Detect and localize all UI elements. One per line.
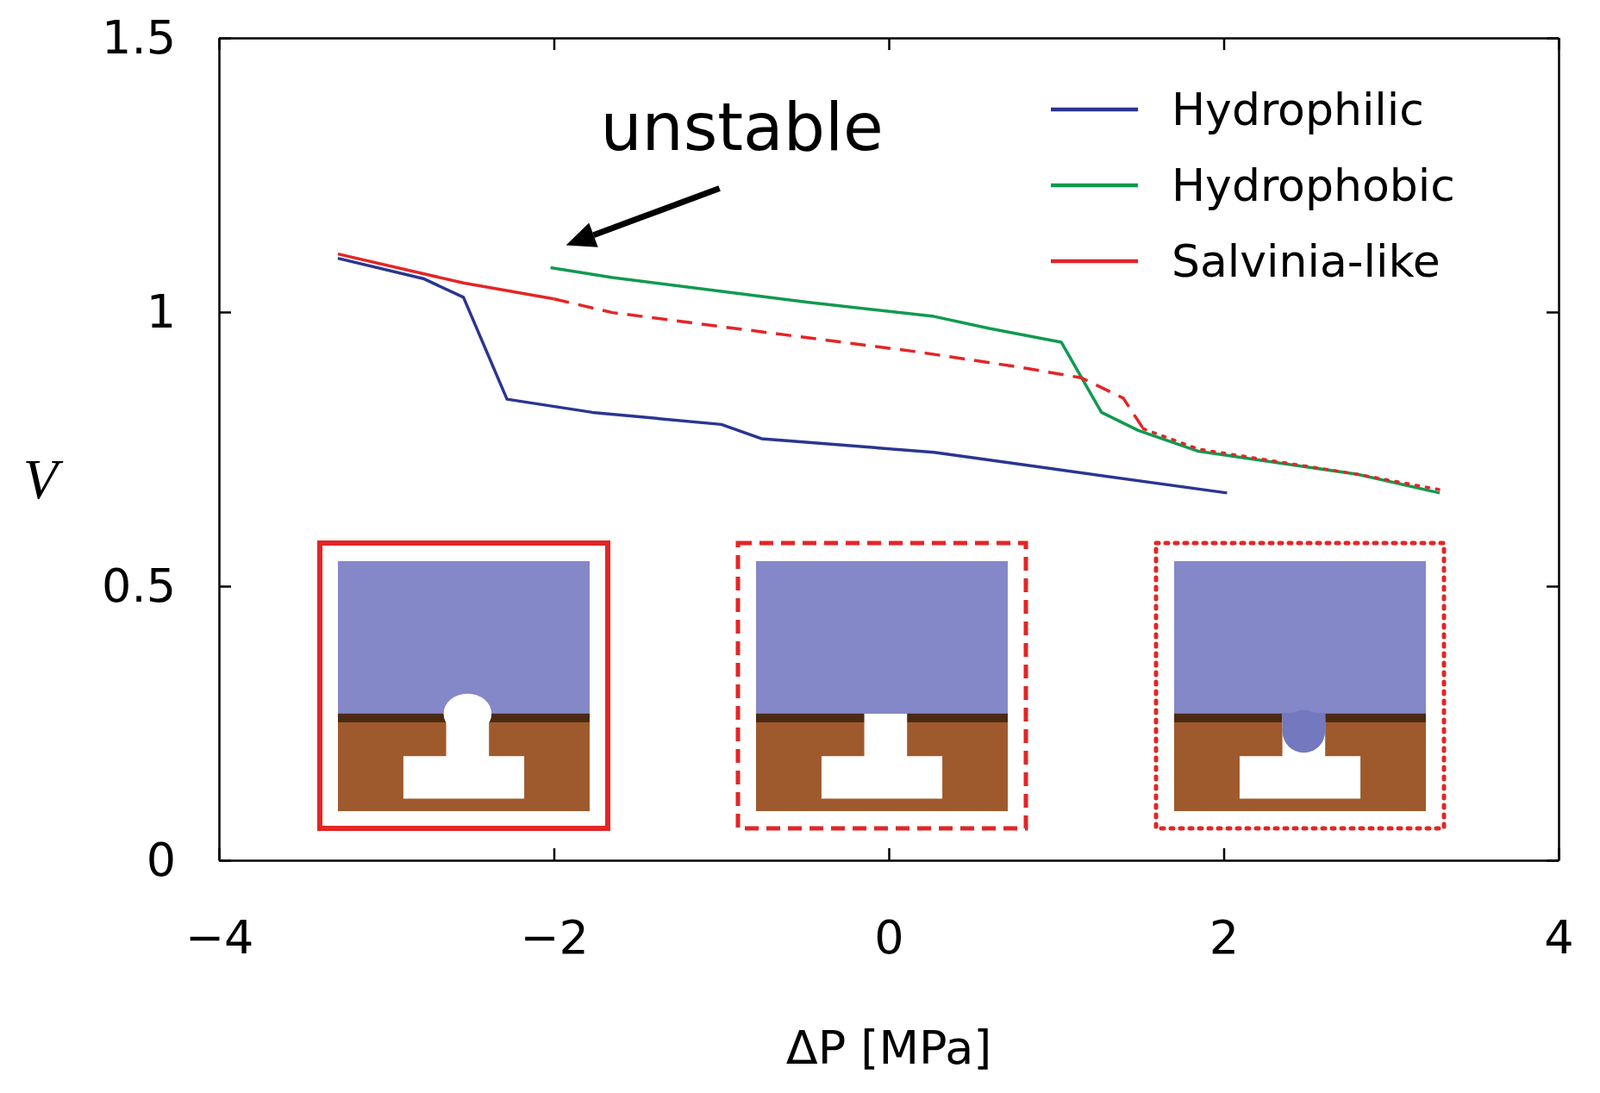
- y-axis-title: V: [23, 447, 64, 511]
- x-axis: −4 −2 0 2 4: [185, 848, 1575, 965]
- y-axis-right: [1546, 38, 1560, 862]
- tick-mark: [887, 37, 891, 50]
- inset-image: [337, 561, 590, 812]
- inset-image: [1174, 561, 1426, 812]
- legend-label: Hydrophobic: [1171, 159, 1456, 212]
- tick: −4: [185, 848, 255, 965]
- axis-line: [218, 38, 221, 862]
- tick-mark: [218, 585, 232, 588]
- tick: 1: [146, 284, 232, 339]
- tick-mark: [1546, 585, 1559, 588]
- tick-label: 1.5: [101, 10, 176, 65]
- chamber: [1239, 756, 1361, 799]
- legend-swatch: [1050, 107, 1138, 113]
- series-line: [554, 299, 1144, 430]
- tick-mark: [1546, 311, 1559, 314]
- inset: [319, 543, 608, 829]
- tick: [1546, 37, 1559, 39]
- tick: 0: [146, 832, 232, 888]
- tick: 0.5: [101, 558, 232, 613]
- tick-label: −4: [185, 910, 255, 965]
- plot-area: [337, 254, 1440, 494]
- substrate: [756, 713, 1008, 812]
- tick-mark: [1546, 859, 1559, 863]
- tick-label: 1: [146, 284, 176, 339]
- inset-frame: [737, 543, 1026, 829]
- tick-mark: [553, 37, 557, 50]
- tick: 1.5: [101, 10, 232, 65]
- inset-frame: [319, 543, 608, 829]
- legend-item: Salvinia-like: [1050, 235, 1441, 288]
- tick-mark: [1223, 37, 1226, 50]
- tick: 4: [1543, 848, 1574, 965]
- inset-frame: [1156, 543, 1444, 829]
- tick: [888, 37, 890, 50]
- series-line: [337, 258, 1227, 494]
- legend-swatch: [1050, 183, 1138, 188]
- tick: [554, 37, 556, 50]
- axis-line: [1557, 38, 1561, 862]
- tick-label: 4: [1543, 910, 1574, 965]
- tick-mark: [1546, 37, 1559, 40]
- legend-label: Hydrophilic: [1171, 83, 1425, 136]
- chamber: [821, 756, 943, 799]
- tick-label: 0: [874, 910, 904, 965]
- annotation-arrowhead: [566, 223, 599, 248]
- series-line: [337, 254, 555, 300]
- inset-image: [756, 561, 1008, 812]
- water: [337, 561, 590, 812]
- legend-item: Hydrophobic: [1050, 159, 1456, 212]
- water: [756, 561, 1008, 812]
- annotation-arrow: [593, 187, 719, 235]
- tick: [1546, 860, 1559, 862]
- tick-mark: [1223, 848, 1226, 861]
- tick: 0: [874, 848, 904, 965]
- meniscus: [1282, 710, 1326, 754]
- chamber: [403, 756, 525, 799]
- legend-item: Hydrophilic: [1050, 83, 1425, 136]
- legend-swatch: [1050, 259, 1138, 264]
- x-axis-title: ΔP [MPa]: [786, 1020, 993, 1075]
- tick-mark: [553, 848, 557, 861]
- annotation: unstable: [566, 88, 884, 247]
- chart: −4−202400.511.5ΔP [MPa]VHydrophilicHydro…: [0, 0, 1600, 1093]
- legend: Hydrophilic Hydrophobic Salvinia-like: [1050, 83, 1456, 288]
- tick: [1546, 586, 1559, 588]
- y-axis: 0 0.5 1 1.5: [101, 10, 232, 888]
- series-line: [1143, 428, 1440, 490]
- annotation-text: unstable: [600, 88, 883, 166]
- tick-mark: [218, 311, 232, 314]
- tick-label: 2: [1209, 910, 1239, 965]
- legend-label: Salvinia-like: [1171, 235, 1441, 288]
- tick-label: 0.5: [101, 558, 176, 613]
- neck: [864, 713, 908, 757]
- tick-mark: [218, 37, 232, 40]
- bubble: [443, 693, 493, 734]
- water: [1174, 561, 1426, 812]
- inset: [1156, 543, 1444, 829]
- tick-label: −2: [519, 910, 589, 965]
- tick: [1546, 312, 1559, 313]
- tick-mark: [887, 848, 891, 861]
- tick: −2: [519, 848, 589, 965]
- inset: [737, 543, 1026, 829]
- series-line: [550, 267, 1440, 493]
- tick-label: 0: [146, 832, 176, 888]
- insets: [319, 543, 1444, 829]
- tick: [1224, 37, 1225, 50]
- x-axis-top: [219, 37, 1560, 50]
- tick-mark: [218, 859, 232, 863]
- tick: 2: [1209, 848, 1239, 965]
